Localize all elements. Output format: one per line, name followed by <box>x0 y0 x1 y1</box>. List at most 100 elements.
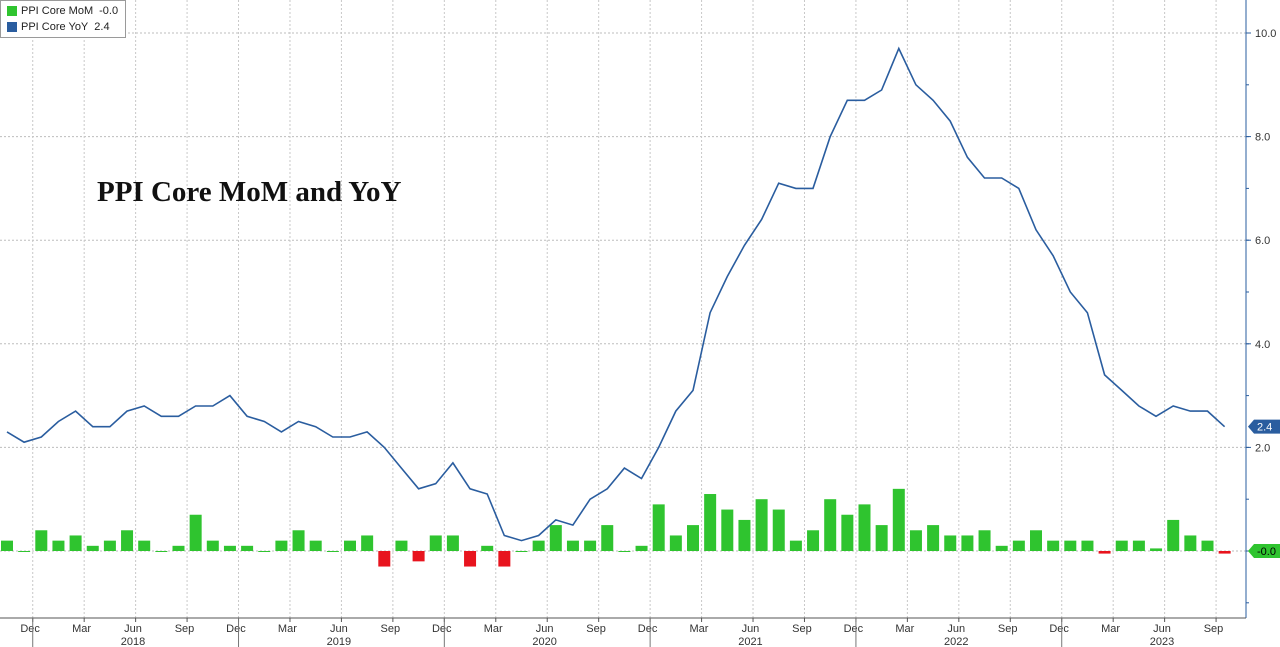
mom-bar <box>498 551 511 567</box>
x-year-label: 2022 <box>944 636 968 647</box>
mom-bar <box>601 525 614 551</box>
mom-bar <box>429 535 442 551</box>
mom-bar <box>1218 551 1231 554</box>
x-tick-label: Dec <box>20 623 40 635</box>
mom-bar <box>1201 540 1214 551</box>
badge-shape <box>1248 419 1280 434</box>
mom-bar <box>1030 530 1042 551</box>
x-tick-label: Dec <box>1049 623 1069 635</box>
mom-bar <box>687 525 699 551</box>
mom-bar <box>875 525 888 551</box>
legend-item-yoy: PPI Core YoY 2.4 <box>7 19 125 35</box>
mom-bar <box>652 504 665 551</box>
mom-bar <box>841 514 854 551</box>
mom-bar <box>892 488 905 551</box>
mom-bar <box>549 525 562 551</box>
mom-bar <box>961 535 974 551</box>
mom-bar <box>138 540 151 551</box>
mom-bar <box>292 530 305 551</box>
mom-bar <box>721 509 734 551</box>
x-year-label: 2020 <box>532 636 556 647</box>
x-tick-label: Mar <box>690 623 709 635</box>
y-tick-label: 4.0 <box>1255 339 1270 351</box>
mom-bar <box>446 535 459 551</box>
x-tick-label: Sep <box>998 623 1018 635</box>
mom-bar <box>532 540 545 551</box>
mom-bar <box>69 535 82 551</box>
badge-text: -0.0 <box>1257 546 1276 558</box>
mom-bar <box>1047 540 1060 551</box>
mom-bar <box>326 551 339 552</box>
mom-bar <box>464 551 477 567</box>
badge-shape <box>1248 544 1280 558</box>
yoy-line <box>6 46 1226 542</box>
mom-bar <box>155 551 168 552</box>
mom-bar <box>807 530 820 551</box>
legend-label-yoy: PPI Core YoY <box>21 21 89 33</box>
x-tick-label: Sep <box>792 623 812 635</box>
x-year-label: 2023 <box>1150 636 1174 647</box>
mom-bar <box>258 551 271 552</box>
legend-swatch-mom <box>7 6 17 16</box>
legend-value-mom: -0.0 <box>99 5 119 17</box>
mom-bar <box>378 551 391 567</box>
mom-bar <box>738 519 751 551</box>
mom-bar <box>241 545 254 551</box>
x-tick-label: Mar <box>72 623 91 635</box>
y-tick-label: 8.0 <box>1255 132 1270 144</box>
mom-bar <box>206 540 219 551</box>
mom-bar <box>789 540 802 551</box>
y-tick-label: 6.0 <box>1255 235 1270 247</box>
mom-bar <box>944 535 957 551</box>
mom-bar <box>704 494 717 551</box>
mom-bar <box>1064 540 1077 551</box>
mom-bar <box>86 545 99 551</box>
mom-bar <box>978 530 991 551</box>
mom-bar <box>1012 540 1025 551</box>
legend-value-yoy: 2.4 <box>94 21 110 33</box>
mom-bar <box>927 525 940 551</box>
x-tick-label: Dec <box>844 623 864 635</box>
mom-bar <box>309 540 322 551</box>
mom-bar <box>275 540 288 551</box>
legend: PPI Core MoM -0.0 PPI Core YoY 2.4 <box>0 0 126 38</box>
x-tick-label: Jun <box>742 623 760 635</box>
x-tick-label: Jun <box>330 623 348 635</box>
mom-bar <box>18 551 31 552</box>
mom-bar <box>772 509 785 551</box>
yoy-value-badge: 2.4 <box>1248 419 1280 434</box>
mom-bar <box>1081 540 1094 551</box>
mom-bar <box>515 551 528 552</box>
mom-value-badge: -0.0 <box>1248 544 1280 558</box>
mom-bar <box>1115 540 1128 551</box>
mom-bar <box>481 545 494 551</box>
mom-bar <box>1150 548 1163 551</box>
x-tick-label: Sep <box>175 623 195 635</box>
mom-bar <box>1132 540 1145 551</box>
mom-bar <box>1184 535 1197 551</box>
mom-bar <box>909 530 922 551</box>
mom-bar <box>412 551 425 562</box>
mom-bar <box>223 545 236 551</box>
mom-bar <box>395 540 408 551</box>
mom-bar <box>52 540 65 551</box>
mom-bar <box>1167 519 1180 551</box>
x-tick-label: Jun <box>124 623 142 635</box>
mom-bar <box>1098 551 1111 554</box>
x-year-label: 2021 <box>738 636 762 647</box>
x-tick-label: Sep <box>381 623 401 635</box>
mom-bar <box>858 504 871 551</box>
x-tick-label: Sep <box>1204 623 1224 635</box>
y-tick-label: 2.0 <box>1255 442 1270 454</box>
x-tick-label: Mar <box>1101 623 1120 635</box>
x-tick-label: Jun <box>536 623 554 635</box>
badge-text: 2.4 <box>1257 422 1272 434</box>
x-year-label: 2019 <box>327 636 351 647</box>
x-tick-label: Dec <box>432 623 452 635</box>
y-tick-label: 10.0 <box>1255 28 1276 40</box>
mom-bar <box>103 540 116 551</box>
mom-bar <box>566 540 579 551</box>
mom-bar <box>189 514 202 551</box>
x-tick-label: Mar <box>895 623 914 635</box>
